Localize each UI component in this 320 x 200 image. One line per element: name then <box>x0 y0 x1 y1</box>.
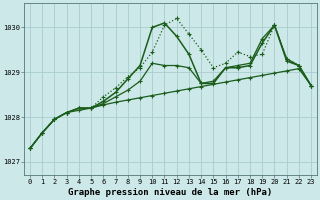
X-axis label: Graphe pression niveau de la mer (hPa): Graphe pression niveau de la mer (hPa) <box>68 188 273 197</box>
